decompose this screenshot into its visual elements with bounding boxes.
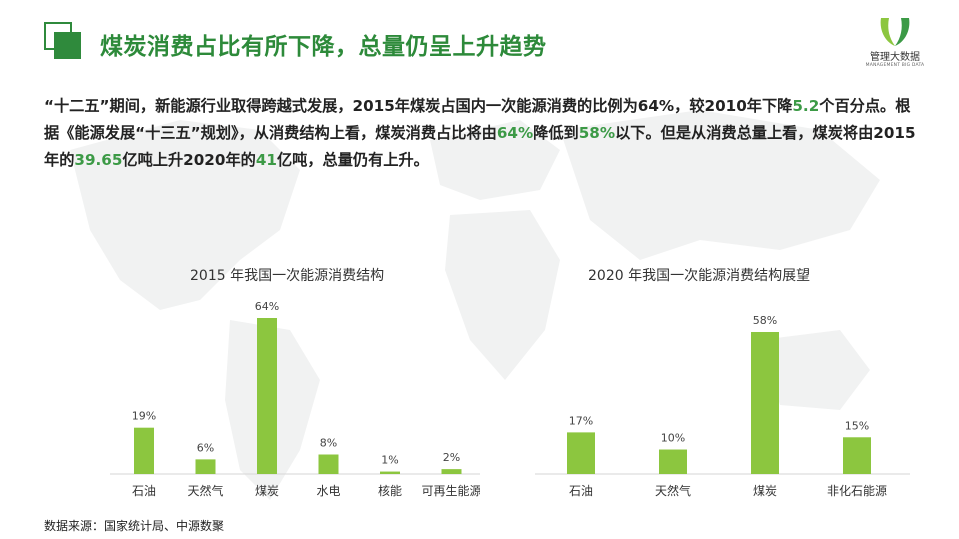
data-source-note: 数据来源：国家统计局、中源数聚 bbox=[44, 519, 225, 533]
chart-2020-value-label-1: 10% bbox=[661, 432, 685, 445]
chart-2015-category-label-2: 煤炭 bbox=[255, 484, 279, 498]
chart-2020: 17% 石油 10% 天然气 58% 煤炭 15% 非化石能源 bbox=[535, 314, 910, 498]
chart-2015-value-label-2: 64% bbox=[255, 300, 279, 313]
chart-2020-value-label-3: 15% bbox=[845, 419, 869, 432]
header-square-mark bbox=[44, 22, 84, 62]
chart-2015-value-label-5: 2% bbox=[443, 451, 460, 464]
chart-2015-category-label-3: 水电 bbox=[316, 484, 340, 498]
chart-2020-category-label-1: 天然气 bbox=[655, 483, 691, 498]
para-text-4: 以下。但是从消费总量上看，煤炭将由2015年的 bbox=[44, 124, 916, 169]
chart-2015-bar-5 bbox=[441, 469, 462, 474]
chart-2020-bar-3 bbox=[843, 437, 871, 474]
chart-2015-category-label-1: 天然气 bbox=[187, 483, 223, 498]
chart-2020-category-label-3: 非化石能源 bbox=[827, 484, 887, 498]
para-highlight-3: 58% bbox=[578, 124, 616, 142]
chart-2015-bar-4 bbox=[380, 471, 400, 474]
chart-2020-bar-0 bbox=[567, 432, 595, 474]
chart-2020-value-label-0: 17% bbox=[569, 414, 593, 427]
chart-2015-category-label-0: 石油 bbox=[132, 484, 156, 498]
para-text-5: 亿吨上升2020年的 bbox=[122, 151, 256, 169]
intro-paragraph: “十二五”期间，新能源行业取得跨越式发展，2015年煤炭占国内一次能源消费的比例… bbox=[44, 93, 924, 174]
para-text-3: 降低到 bbox=[533, 124, 579, 142]
chart-2020-category-label-2: 煤炭 bbox=[753, 484, 777, 498]
chart-2015-bar-2 bbox=[257, 318, 277, 474]
para-highlight-5: 41 bbox=[255, 151, 277, 169]
chart-2015-value-label-1: 6% bbox=[197, 441, 214, 454]
para-highlight-2: 64% bbox=[496, 124, 534, 142]
para-text-2: 个百分点。根据《能源发展“十三五”规划》，从消费结构上看，煤炭消费占比将由 bbox=[44, 97, 911, 142]
leaf-logo-icon bbox=[880, 18, 910, 46]
logo-name-cn: 管理大数据 bbox=[870, 52, 920, 63]
filled-square-icon bbox=[54, 32, 81, 59]
chart-2020-title: 2020 年我国一次能源消费结构展望 bbox=[588, 268, 811, 284]
para-text-6: 亿吨，总量仍有上升。 bbox=[276, 151, 429, 169]
chart-2015-bar-3 bbox=[318, 454, 339, 474]
brand-logo: 管理大数据 MANAGEMENT BIG DATA bbox=[855, 14, 935, 74]
logo-name-en: MANAGEMENT BIG DATA bbox=[865, 63, 925, 68]
chart-2015-value-label-0: 19% bbox=[132, 410, 156, 423]
para-text-1: “十二五”期间，新能源行业取得跨越式发展，2015年煤炭占国内一次能源消费的比例… bbox=[44, 97, 793, 115]
chart-2015-bar-1 bbox=[195, 459, 216, 474]
chart-2015-category-label-4: 核能 bbox=[378, 484, 402, 498]
chart-2015-title: 2015 年我国一次能源消费结构 bbox=[190, 268, 385, 284]
chart-2020-bar-1 bbox=[659, 449, 687, 474]
chart-2015-value-label-4: 1% bbox=[381, 454, 398, 467]
para-highlight-1: 5.2 bbox=[792, 97, 820, 115]
page-title: 煤炭消费占比有所下降，总量仍呈上升趋势 bbox=[100, 34, 547, 60]
chart-2020-category-label-0: 石油 bbox=[569, 484, 593, 498]
chart-2015-category-label-5: 可再生能源 bbox=[421, 484, 480, 498]
chart-2015-bar-0 bbox=[134, 427, 154, 474]
chart-2020-value-label-2: 58% bbox=[753, 314, 777, 327]
para-highlight-4: 39.65 bbox=[74, 151, 123, 169]
chart-2015: 19% 石油 6% 天然气 64% 煤炭 8% 水电 1% 核能 2% 可再生能源 bbox=[110, 300, 480, 498]
chart-2015-value-label-3: 8% bbox=[320, 437, 337, 450]
chart-2020-bar-2 bbox=[751, 332, 779, 474]
